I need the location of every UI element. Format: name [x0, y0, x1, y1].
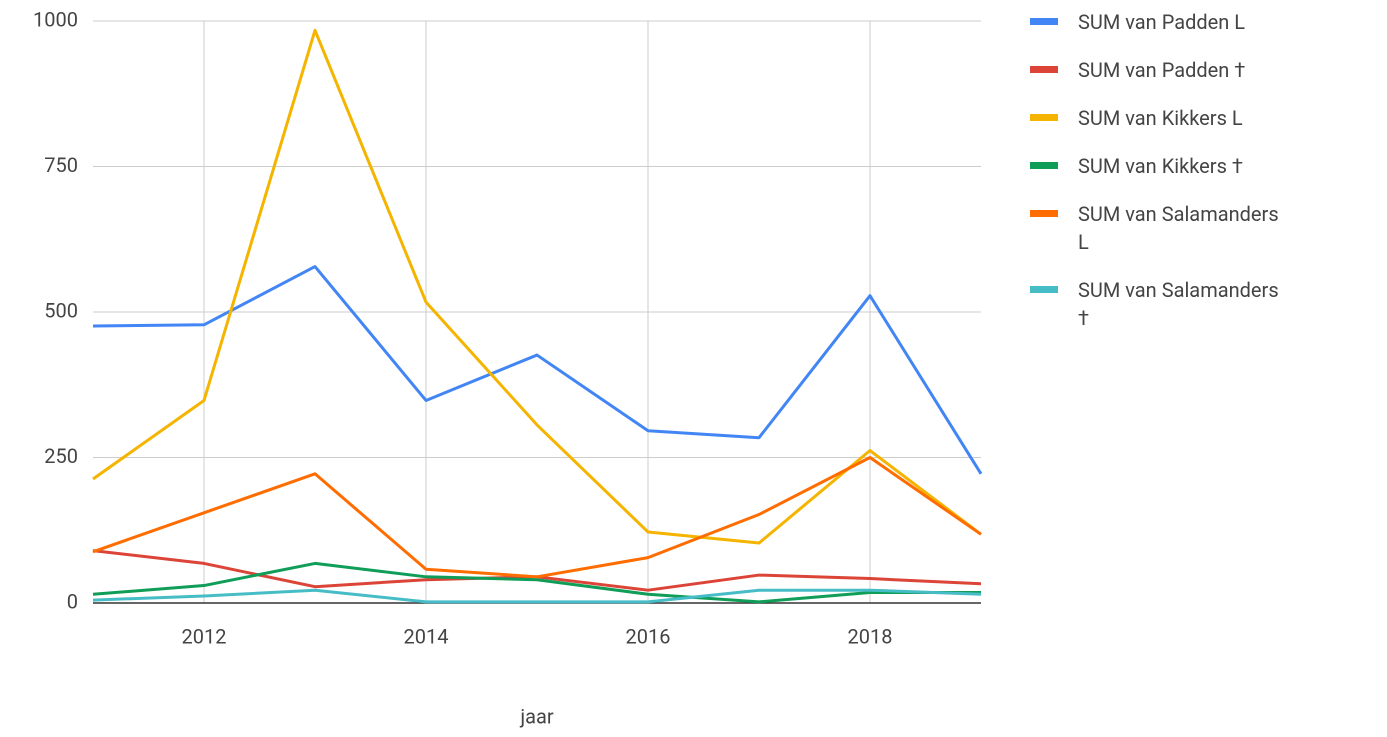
x-tick-label: 2018: [848, 624, 893, 648]
legend: SUM van Padden L SUM van Padden † SUM van …: [1030, 8, 1286, 352]
legend-swatch: [1030, 162, 1058, 169]
legend-label: SUM van Kikkers †: [1078, 154, 1243, 178]
legend-label: SUM van Kikkers L: [1078, 106, 1243, 130]
legend-swatch: [1030, 286, 1058, 293]
legend-item: SUM van Kikkers †: [1030, 152, 1286, 180]
y-tick-label: 1000: [33, 7, 78, 31]
legend-swatch: [1030, 18, 1058, 25]
x-axis-label: jaar: [519, 704, 554, 728]
y-tick-label: 500: [44, 298, 78, 322]
legend-label: SUM van Salamanders †: [1078, 278, 1279, 330]
y-tick-label: 0: [67, 589, 78, 613]
legend-swatch: [1030, 210, 1058, 217]
chart: jaar 0 250 500 750 1000 2012 2014 2016 2018: [33, 7, 983, 728]
legend-item: SUM van Padden L: [1030, 8, 1286, 36]
legend-item: SUM van Salamanders †: [1030, 276, 1286, 332]
series-line: [92, 588, 982, 604]
series-line: [92, 549, 982, 592]
series-line: [92, 456, 982, 579]
x-tick-label: 2016: [626, 624, 671, 648]
legend-swatch: [1030, 114, 1058, 121]
x-tick-label: 2014: [404, 624, 449, 648]
series-line: [92, 561, 981, 604]
y-tick-label: 750: [44, 153, 78, 177]
series-line: [92, 265, 983, 475]
legend-item: SUM van Salamanders L: [1030, 200, 1286, 256]
legend-item: SUM van Kikkers L: [1030, 104, 1286, 132]
series-line: [92, 28, 982, 545]
y-tick-label: 250: [44, 444, 78, 468]
legend-label: SUM van Salamanders L: [1078, 202, 1279, 254]
legend-label: SUM van Padden †: [1078, 58, 1246, 82]
legend-swatch: [1030, 66, 1058, 73]
legend-item: SUM van Padden †: [1030, 56, 1286, 84]
x-tick-label: 2012: [182, 624, 227, 648]
legend-label: SUM van Padden L: [1078, 10, 1246, 34]
